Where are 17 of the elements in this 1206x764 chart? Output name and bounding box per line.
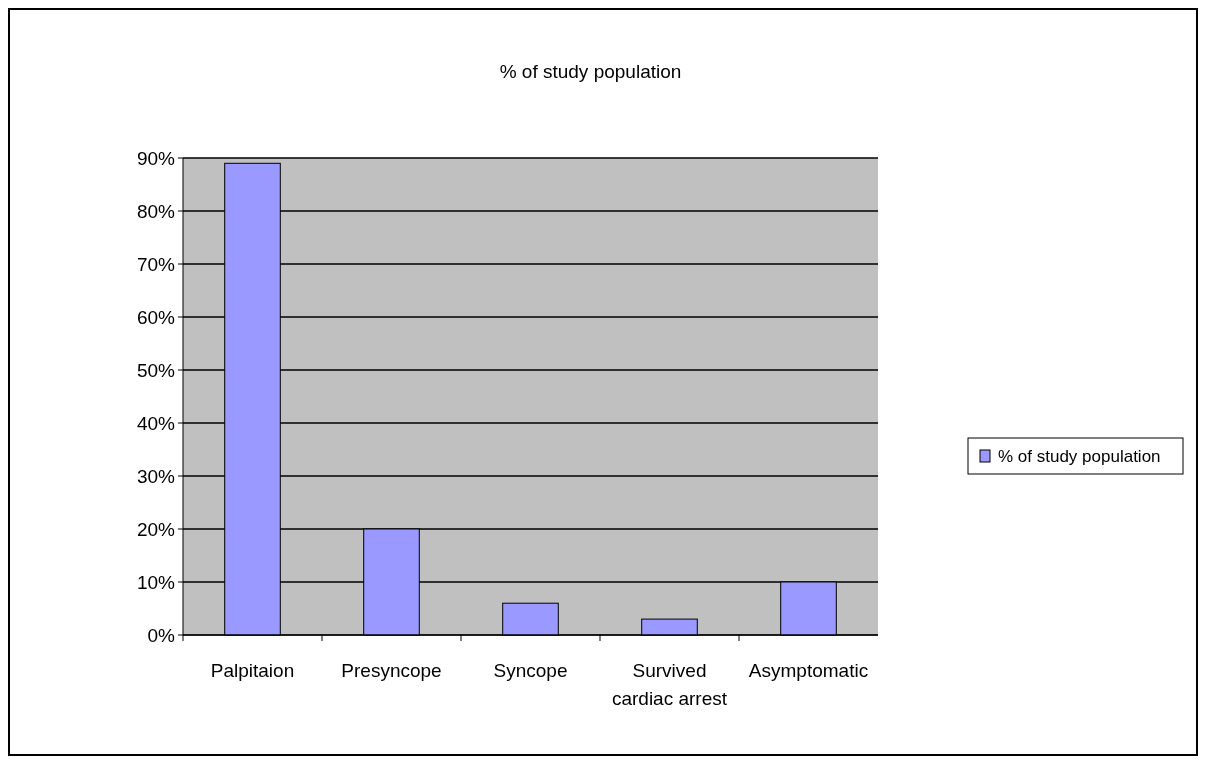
x-tick-label: Survived cardiac arrest: [611, 660, 728, 709]
y-tick-label: 0%: [147, 624, 176, 646]
y-tick-label: 30%: [136, 465, 176, 487]
x-tick-label: Presyncope: [341, 660, 442, 681]
y-tick-label: 80%: [136, 200, 176, 222]
y-tick-label: 70%: [136, 253, 176, 275]
y-tick-label: 60%: [136, 306, 176, 328]
y-tick-label: 20%: [136, 518, 176, 540]
y-tick-label: 10%: [136, 571, 176, 593]
y-tick-label: 90%: [136, 147, 176, 169]
legend-label: % of study population: [998, 446, 1161, 466]
chart-title: % of study population: [499, 61, 682, 82]
y-tick-label: 50%: [136, 359, 176, 381]
y-tick-label: 40%: [136, 412, 176, 434]
x-tick-label: Syncope: [493, 660, 568, 681]
x-tick-label: Asymptomatic: [748, 660, 869, 681]
x-tick-label: Palpitaion: [210, 660, 295, 681]
